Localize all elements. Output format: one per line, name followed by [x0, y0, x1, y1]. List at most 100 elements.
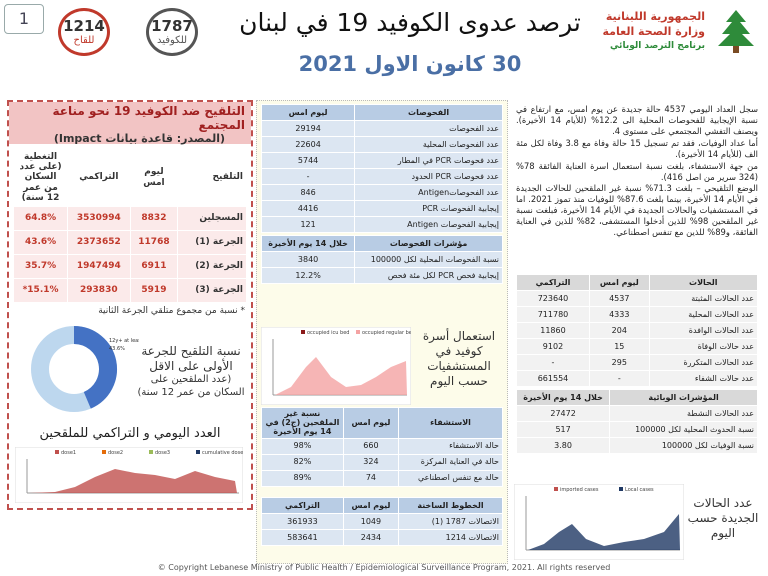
table-cell: 723640 [516, 290, 590, 307]
logo-line: الجمهورية اللبنانية [605, 10, 705, 23]
table-row: عدد فحوصات PCR في المطار 5744 [260, 152, 503, 169]
table-row: الاستشفاء ليوم امس نسبة غير الملقحين (ج2) … [261, 407, 503, 439]
table-row: حالة في العناية المركزة 324 82% [261, 453, 503, 471]
table-row: المسجلين 8832 3530994 64.8% [12, 206, 247, 231]
cases-chart: imported cases Local cases [514, 484, 684, 560]
epi-indicators-table: المؤشرات الوبائية خلال 14 يوم الأخيرة عدد … [515, 389, 758, 454]
badge-number: 1787 [151, 17, 193, 35]
title: ترصد عدوى الكوفيد 19 في لبنان [239, 8, 581, 37]
legend-swatch [149, 450, 153, 454]
table-cell: ليوم امس [260, 104, 356, 121]
hotline-badges: 1214 للقاح 1787 للكوفيد [58, 8, 228, 60]
chart-silhouette [29, 469, 237, 493]
table-cell: 3.80 [515, 437, 611, 454]
table-row: عدد الحالات المتكررة 295- [516, 354, 759, 371]
table-row: حالة مع تنفس اصطناعي 74 89% [261, 469, 503, 487]
table-cell: الجرعة (3) [177, 278, 247, 303]
table-cell: حالة في العناية المركزة [398, 453, 503, 471]
table-cell: 12.2% [260, 267, 356, 284]
table-cell: الحالات [648, 274, 759, 291]
table-cell: 43.6% [12, 230, 69, 255]
table-row: عدد حالات الشفاء -661554 [516, 370, 759, 387]
table-cell: التلقيح [177, 148, 247, 207]
table-cell: عدد حالات الوفاة [648, 338, 759, 355]
table-cell: 74 [342, 469, 400, 487]
table-row: عدد الفحوصات المحلية 22604 [260, 136, 503, 153]
badge-label: للكوفيد [156, 35, 188, 46]
badge-number: 1214 [63, 17, 105, 35]
table-cell: التراكمي [516, 274, 590, 291]
donut-value-label: 43.6% [109, 346, 125, 352]
cases-table: الحالات ليوم امس التراكمي عدد الحالات المثب… [516, 274, 759, 387]
donut-segment [73, 326, 117, 409]
logo-line: وزارة الصحة العامة [602, 24, 706, 38]
table-cell: نسبة الفحوصات المحلية لكل 100000 [354, 251, 503, 268]
legend-swatch [554, 487, 558, 491]
table-cell: 27472 [515, 405, 611, 422]
table-cell: الخطوط الساخنة [398, 497, 503, 514]
table-row: عدد الحالات النشطة 27472 [515, 405, 758, 422]
table-cell: 361933 [261, 513, 344, 530]
table-cell: إيجابية الفحوصات PCR [354, 200, 503, 217]
donut-label: 12y+ at least 1 dose [109, 338, 139, 344]
table-cell: 98% [261, 437, 344, 455]
table-cell: مؤشرات الفحوصات [354, 235, 503, 252]
summary: سجل العداد اليومي 4537 حالة جديدة عن يوم… [512, 100, 762, 272]
table-cell: الاتصالات 1214 [398, 529, 503, 546]
table-cell: 4537 [588, 290, 650, 307]
table-cell: خلال 14 يوم الأخيرة [260, 235, 356, 252]
table-row: عدد الفحوصاتAntigen 846 [260, 184, 503, 201]
legend-label: Local cases [625, 487, 654, 493]
table-cell: - [516, 354, 590, 371]
table-row: عدد الحالات المحلية 4333 711780 [516, 306, 759, 323]
table-cell: 660 [342, 437, 400, 455]
table-cell: حالة الاستشفاء [398, 437, 503, 455]
table: التلقيح ليوم امس التراكمي التغطية (على عدد … [12, 148, 247, 303]
table-cell: إيجابية فحص PCR لكل مئة فحص [354, 267, 503, 284]
legend-swatch [301, 330, 305, 334]
vaccination-note: * نسبة من مجموع متلقي الجرعة الثانية [98, 306, 245, 316]
table-cell: 293830 [67, 278, 131, 303]
table: الخطوط الساخنة ليوم امس التراكمي الاتصالات … [261, 497, 503, 546]
legend-label: cumulative dose [202, 450, 243, 456]
hospital-chart-title: استعمال أسرة كوفيد في المستشفيات حسب الي… [422, 329, 496, 388]
table-cell: عدد الحالات المتكررة [648, 354, 759, 371]
table-cell: خلال 14 يوم الأخيرة [515, 389, 611, 406]
table-row: نسبة الوفيات لكل 100000 3.80 [515, 437, 758, 454]
chart-silhouette [275, 357, 407, 395]
table-cell: ليوم امس [342, 497, 400, 514]
legend-swatch [102, 450, 106, 454]
table-cell: الاتصالات 1787 (1) [398, 513, 503, 530]
table-cell: المسجلين [177, 206, 247, 231]
table-cell: 3840 [260, 251, 356, 268]
table-cell: - [588, 370, 650, 387]
logo-text: الجمهورية اللبنانية وزارة الصحة العامة برن… [600, 10, 706, 52]
legend-label: dose1 [61, 450, 76, 456]
table-row: المؤشرات الوبائية خلال 14 يوم الأخيرة [515, 389, 758, 406]
table-cell: ليوم امس [588, 274, 650, 291]
table-cell: 295 [588, 354, 650, 371]
tests-panel: الفحوصات ليوم امس عدد الفحوصات 29194 عدد الف… [256, 100, 508, 564]
table-cell: 121 [260, 216, 356, 233]
table-row: عدد الحالات المثبتة 4537 723640 [516, 290, 759, 307]
table-row: عدد حالات الوفاة 15 9102 [516, 338, 759, 355]
tests-table: الفحوصات ليوم امس عدد الفحوصات 29194 عدد الف… [260, 104, 503, 233]
date: 30 كانون الاول 2021 [298, 52, 522, 76]
legend-label: dose3 [155, 450, 170, 456]
logo-cedar [718, 10, 754, 53]
table-row: الجرعة (1) 11768 2373652 43.6% [12, 230, 247, 255]
table-row: عدد فحوصات PCR الحدود - [260, 168, 503, 185]
table-row: الجرعة (3) 5919 293830 15.1%* [12, 278, 247, 303]
table-cell: 9102 [516, 338, 590, 355]
table-cell: 661554 [516, 370, 590, 387]
table-cell: 517 [515, 421, 611, 438]
table-row: الاتصالات 1787 (1) 1049 361933 [261, 513, 503, 530]
table-cell: 15.1%* [12, 278, 69, 303]
badge-label: للقاح [73, 35, 95, 46]
table-cell: عدد الحالات النشطة [609, 405, 758, 422]
summary-paragraph: سجل العداد اليومي 4537 حالة جديدة عن يوم… [516, 104, 758, 136]
table-cell: الجرعة (1) [177, 230, 247, 255]
table-row: إيجابية الفحوصات PCR 4416 [260, 200, 503, 217]
table-cell: نسبة الوفيات لكل 100000 [609, 437, 758, 454]
